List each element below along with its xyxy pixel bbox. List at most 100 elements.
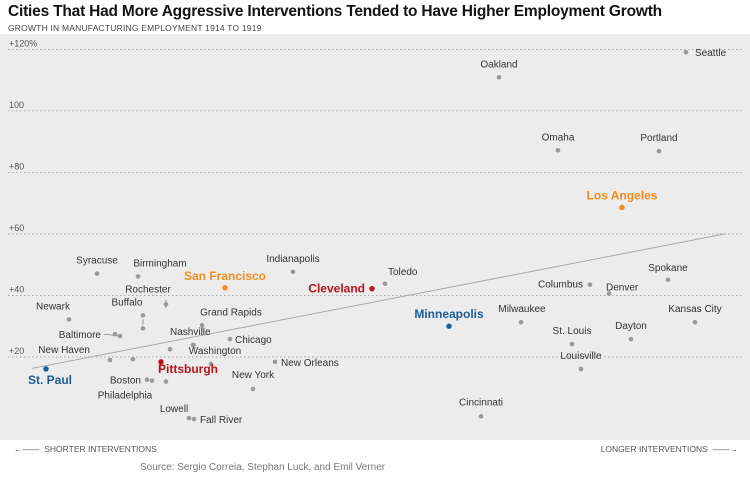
plot-background bbox=[0, 34, 750, 440]
point-label-cincinnati: Cincinnati bbox=[459, 397, 503, 408]
point-label-milwaukee: Milwaukee bbox=[498, 304, 546, 315]
point-label-fall-river: Fall River bbox=[200, 415, 243, 426]
point-label-philadelphia: Philadelphia bbox=[98, 391, 153, 402]
data-point-unlabeled bbox=[167, 346, 173, 352]
point-label-new-orleans: New Orleans bbox=[281, 358, 339, 369]
data-point-unlabeled bbox=[130, 356, 136, 362]
data-point-denver bbox=[606, 291, 612, 296]
x-axis-right-annotation: LONGER INTERVENTIONS ——→ bbox=[601, 444, 738, 454]
point-label-san-francisco: San Francisco bbox=[184, 269, 266, 283]
scatter-plot: +20 +40 +60 +80 100 +120% Seattle Oakland Omaha… bbox=[0, 34, 750, 440]
y-tick-label: +20 bbox=[9, 346, 24, 356]
point-label-chicago: Chicago bbox=[235, 335, 272, 346]
data-point-spokane bbox=[665, 277, 671, 283]
point-label-portland: Portland bbox=[640, 133, 677, 144]
data-point-unlabeled bbox=[140, 326, 146, 331]
data-point-philadelphia bbox=[149, 378, 155, 383]
data-point-minneapolis bbox=[446, 323, 452, 329]
point-label-birmingham: Birmingham bbox=[133, 258, 186, 269]
data-point-columbus bbox=[587, 282, 593, 287]
point-label-dayton: Dayton bbox=[615, 321, 647, 332]
data-point-los-angeles bbox=[619, 204, 625, 211]
y-tick-label: +80 bbox=[9, 161, 24, 171]
data-point-milwaukee bbox=[518, 319, 524, 325]
point-label-oakland: Oakland bbox=[480, 59, 517, 70]
point-label-spokane: Spokane bbox=[648, 263, 688, 274]
point-label-denver: Denver bbox=[606, 283, 639, 294]
point-label-pittsburgh: Pittsburgh bbox=[158, 362, 218, 376]
data-point-birmingham bbox=[135, 274, 141, 279]
point-label-lowell: Lowell bbox=[160, 404, 188, 415]
arrow-right-icon: ——→ bbox=[707, 444, 738, 454]
source-note: Source: Sergio Correia, Stephan Luck, an… bbox=[140, 462, 386, 473]
y-tick-label: +60 bbox=[9, 223, 24, 233]
data-point-lowell bbox=[186, 415, 192, 421]
data-point-san-francisco bbox=[222, 285, 228, 291]
x-axis-left-annotation: ←—— SHORTER INTERVENTIONS bbox=[14, 444, 157, 454]
data-point-new-orleans bbox=[272, 359, 278, 365]
longer-interventions-label: LONGER INTERVENTIONS bbox=[600, 444, 708, 454]
data-point-grand-rapids bbox=[199, 322, 205, 328]
data-point-st-louis bbox=[569, 341, 575, 347]
data-point-unlabeled bbox=[163, 379, 169, 384]
y-axis-ticks: +20 +40 +60 +80 100 +120% bbox=[9, 38, 37, 356]
point-label-newark: Newark bbox=[36, 301, 71, 312]
data-point-unlabeled bbox=[117, 333, 123, 339]
trend-line bbox=[31, 233, 726, 369]
shorter-interventions-label: SHORTER INTERVENTIONS bbox=[44, 444, 157, 454]
data-point-fall-river bbox=[191, 416, 197, 422]
data-point-cincinnati bbox=[478, 414, 484, 419]
point-label-rochester: Rochester bbox=[125, 284, 171, 295]
point-label-kansas-city: Kansas City bbox=[668, 304, 721, 315]
point-label-buffalo: Buffalo bbox=[112, 297, 143, 308]
y-tick-label: +120% bbox=[9, 38, 37, 48]
data-point-seattle bbox=[683, 49, 689, 55]
point-label-boston: Boston bbox=[110, 376, 141, 387]
data-point-pittsburgh bbox=[158, 359, 164, 365]
data-points bbox=[43, 49, 698, 422]
chart-title: Cities That Had More Aggressive Interven… bbox=[8, 3, 662, 20]
point-label-minneapolis: Minneapolis bbox=[414, 307, 484, 321]
data-point-nashville bbox=[190, 342, 196, 348]
point-labels: Seattle Oakland Omaha Portland Los Angeles Sp… bbox=[28, 48, 727, 426]
data-point-chicago bbox=[227, 336, 233, 342]
point-label-louisville: Louisville bbox=[560, 351, 602, 362]
data-point-toledo bbox=[382, 281, 388, 287]
point-label-cleveland: Cleveland bbox=[308, 282, 365, 296]
point-label-baltimore: Baltimore bbox=[59, 330, 102, 341]
data-point-new-haven bbox=[107, 357, 113, 363]
point-label-nashville: Nashville bbox=[170, 327, 211, 338]
y-tick-label: 100 bbox=[9, 100, 24, 110]
data-point-baltimore bbox=[112, 331, 118, 337]
data-point-new-york bbox=[250, 386, 256, 392]
point-label-grand-rapids: Grand Rapids bbox=[200, 307, 262, 318]
data-point-washington bbox=[208, 361, 214, 367]
data-point-indianapolis bbox=[290, 269, 296, 275]
leader-line bbox=[103, 333, 121, 337]
point-label-omaha: Omaha bbox=[542, 132, 575, 143]
data-point-syracuse bbox=[94, 271, 100, 276]
point-label-syracuse: Syracuse bbox=[76, 256, 118, 267]
data-point-boston bbox=[144, 377, 150, 383]
point-label-st-louis: St. Louis bbox=[553, 326, 592, 337]
data-point-louisville bbox=[578, 366, 584, 372]
data-point-omaha bbox=[555, 147, 561, 153]
point-label-new-york: New York bbox=[232, 370, 275, 381]
arrow-left-icon: ←—— bbox=[14, 444, 45, 454]
data-point-newark bbox=[66, 317, 72, 322]
point-label-toledo: Toledo bbox=[388, 267, 418, 278]
point-label-indianapolis: Indianapolis bbox=[266, 254, 319, 265]
data-point-cleveland bbox=[369, 285, 375, 292]
point-label-new-haven: New Haven bbox=[38, 345, 90, 356]
chart-subtitle: GROWTH IN MANUFACTURING EMPLOYMENT 1914 … bbox=[8, 23, 262, 33]
data-point-dayton bbox=[628, 336, 634, 342]
data-point-kansas-city bbox=[692, 319, 698, 325]
data-point-oakland bbox=[496, 75, 502, 80]
point-label-columbus: Columbus bbox=[538, 280, 583, 291]
data-point-buffalo bbox=[140, 313, 146, 318]
point-label-seattle: Seattle bbox=[695, 48, 727, 59]
point-label-washington: Washington bbox=[189, 346, 241, 357]
data-point-rochester bbox=[163, 302, 169, 307]
point-label-st-paul: St. Paul bbox=[28, 373, 72, 387]
data-point-st-paul bbox=[43, 366, 49, 372]
